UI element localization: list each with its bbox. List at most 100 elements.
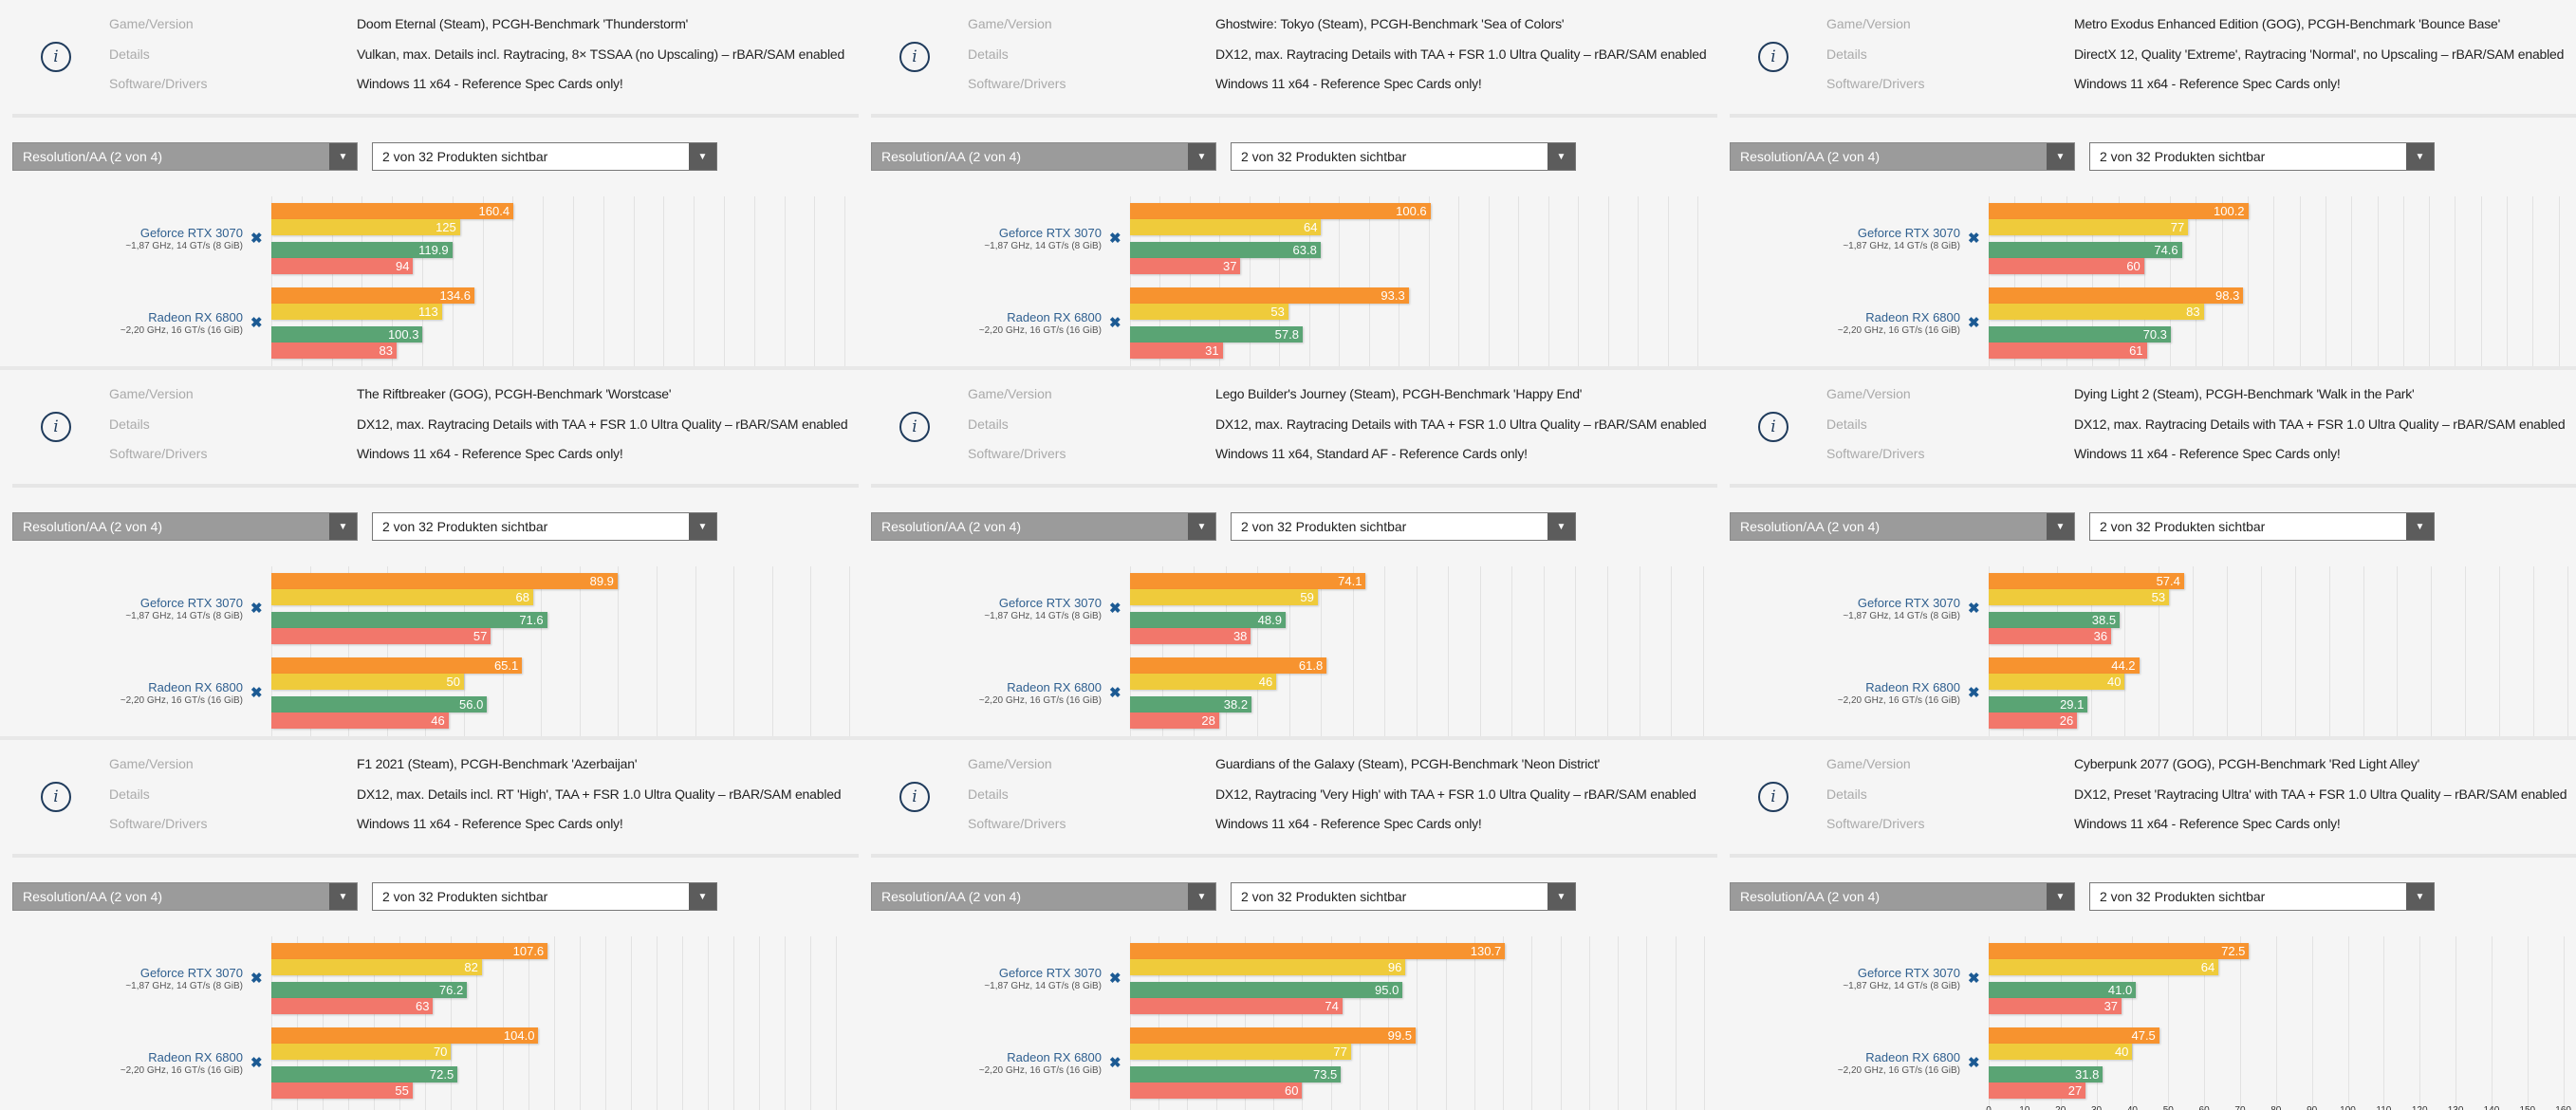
products-dropdown[interactable]: 2 von 32 Produkten sichtbar ▼: [1231, 882, 1576, 911]
gridline: [1279, 196, 1281, 370]
chevron-down-icon[interactable]: ▼: [689, 513, 716, 540]
bar: 96: [1130, 959, 1406, 975]
gpu-name[interactable]: Geforce RTX 3070: [998, 226, 1102, 240]
products-dropdown[interactable]: 2 von 32 Produkten sichtbar ▼: [372, 882, 717, 911]
bar-value-label: 107.6: [512, 944, 545, 958]
gpu-name[interactable]: Radeon RX 6800: [1007, 1050, 1102, 1064]
remove-product-x-icon[interactable]: ✖: [1968, 1055, 1980, 1071]
remove-product-x-icon[interactable]: ✖: [250, 601, 263, 617]
chevron-down-icon[interactable]: ▼: [2047, 513, 2074, 540]
gpu-name[interactable]: Radeon RX 6800: [1007, 310, 1102, 324]
bar-value-label: 48.9: [1257, 613, 1282, 627]
products-dropdown[interactable]: 2 von 32 Produkten sichtbar ▼: [1231, 512, 1576, 541]
gridline: [374, 936, 376, 1110]
resolution-dropdown[interactable]: Resolution/AA (2 von 4) ▼: [12, 882, 358, 911]
gpu-name[interactable]: Radeon RX 6800: [148, 310, 243, 324]
resolution-dropdown-value: Resolution/AA (2 von 4): [1740, 149, 1881, 164]
chevron-down-icon[interactable]: ▼: [329, 513, 357, 540]
divider: [859, 366, 1717, 370]
gridline: [1130, 936, 1131, 1110]
resolution-dropdown[interactable]: Resolution/AA (2 von 4) ▼: [12, 142, 358, 171]
remove-product-x-icon[interactable]: ✖: [1109, 685, 1121, 701]
gridline: [2170, 196, 2172, 370]
gridline: [1330, 936, 1332, 1110]
gpu-name[interactable]: Radeon RX 6800: [1865, 680, 1960, 694]
gridline: [476, 936, 478, 1110]
chevron-down-icon[interactable]: ▼: [329, 143, 357, 170]
software-value: Windows 11 x64 - Reference Spec Cards on…: [1215, 76, 1482, 91]
products-dropdown[interactable]: 2 von 32 Produkten sichtbar ▼: [2089, 882, 2435, 911]
gpu-name[interactable]: Radeon RX 6800: [148, 1050, 243, 1064]
products-dropdown[interactable]: 2 von 32 Produkten sichtbar ▼: [372, 142, 717, 171]
resolution-dropdown[interactable]: Resolution/AA (2 von 4) ▼: [871, 142, 1216, 171]
gpu-name[interactable]: Geforce RTX 3070: [998, 596, 1102, 610]
gpu-name[interactable]: Geforce RTX 3070: [139, 226, 243, 240]
gpu-spec: ~2,20 GHz, 16 GT/s (16 GiB): [1837, 695, 1960, 706]
gpu-name[interactable]: Radeon RX 6800: [1007, 680, 1102, 694]
resolution-dropdown[interactable]: Resolution/AA (2 von 4) ▼: [12, 512, 358, 541]
gridline: [323, 936, 324, 1110]
chevron-down-icon[interactable]: ▼: [1547, 883, 1575, 910]
chevron-down-icon[interactable]: ▼: [2047, 883, 2074, 910]
products-dropdown[interactable]: 2 von 32 Produkten sichtbar ▼: [2089, 512, 2435, 541]
chevron-down-icon[interactable]: ▼: [1188, 513, 1215, 540]
products-dropdown[interactable]: 2 von 32 Produkten sichtbar ▼: [2089, 142, 2435, 171]
info-icon: i: [1758, 782, 1788, 812]
remove-product-x-icon[interactable]: ✖: [250, 315, 263, 331]
remove-product-x-icon[interactable]: ✖: [1968, 315, 1980, 331]
bar: 37: [1130, 258, 1241, 274]
software-label: Software/Drivers: [1826, 76, 1925, 91]
remove-product-x-icon[interactable]: ✖: [1109, 1055, 1121, 1071]
chevron-down-icon[interactable]: ▼: [329, 883, 357, 910]
bar-value-label: 100.3: [387, 327, 419, 342]
gridline: [1244, 936, 1246, 1110]
chevron-down-icon[interactable]: ▼: [2406, 143, 2434, 170]
bar: 40: [1989, 674, 2125, 690]
products-dropdown[interactable]: 2 von 32 Produkten sichtbar ▼: [1231, 142, 1576, 171]
bar: 28: [1130, 712, 1219, 729]
remove-product-x-icon[interactable]: ✖: [250, 231, 263, 247]
gpu-name[interactable]: Radeon RX 6800: [1865, 1050, 1960, 1064]
remove-product-x-icon[interactable]: ✖: [1109, 601, 1121, 617]
chevron-down-icon[interactable]: ▼: [1188, 143, 1215, 170]
remove-product-x-icon[interactable]: ✖: [1968, 601, 1980, 617]
gpu-name[interactable]: Geforce RTX 3070: [139, 966, 243, 980]
chevron-down-icon[interactable]: ▼: [1547, 143, 1575, 170]
remove-product-x-icon[interactable]: ✖: [1109, 971, 1121, 987]
chevron-down-icon[interactable]: ▼: [1188, 883, 1215, 910]
chevron-down-icon[interactable]: ▼: [1547, 513, 1575, 540]
remove-product-x-icon[interactable]: ✖: [250, 971, 263, 987]
software-value: Windows 11 x64 - Reference Spec Cards on…: [357, 76, 623, 91]
bar: 63: [271, 998, 434, 1014]
remove-product-x-icon[interactable]: ✖: [1968, 231, 1980, 247]
remove-product-x-icon[interactable]: ✖: [1968, 685, 1980, 701]
chevron-down-icon[interactable]: ▼: [2406, 513, 2434, 540]
resolution-dropdown[interactable]: Resolution/AA (2 von 4) ▼: [871, 882, 1216, 911]
chevron-down-icon[interactable]: ▼: [2406, 883, 2434, 910]
gpu-name[interactable]: Geforce RTX 3070: [1857, 226, 1960, 240]
gridline: [502, 936, 504, 1110]
gpu-name[interactable]: Geforce RTX 3070: [139, 596, 243, 610]
remove-product-x-icon[interactable]: ✖: [1968, 971, 1980, 987]
gpu-name[interactable]: Radeon RX 6800: [1865, 310, 1960, 324]
software-label: Software/Drivers: [1826, 816, 1925, 831]
remove-product-x-icon[interactable]: ✖: [1109, 315, 1121, 331]
gpu-name[interactable]: Geforce RTX 3070: [1857, 966, 1960, 980]
resolution-dropdown[interactable]: Resolution/AA (2 von 4) ▼: [1730, 882, 2075, 911]
gpu-name[interactable]: Radeon RX 6800: [148, 680, 243, 694]
chevron-down-icon[interactable]: ▼: [2047, 143, 2074, 170]
resolution-dropdown[interactable]: Resolution/AA (2 von 4) ▼: [1730, 512, 2075, 541]
gpu-name[interactable]: Geforce RTX 3070: [1857, 596, 1960, 610]
gridline: [2024, 936, 2026, 1110]
remove-product-x-icon[interactable]: ✖: [250, 1055, 263, 1071]
software-label: Software/Drivers: [1826, 446, 1925, 461]
remove-product-x-icon[interactable]: ✖: [250, 685, 263, 701]
resolution-dropdown[interactable]: Resolution/AA (2 von 4) ▼: [1730, 142, 2075, 171]
resolution-dropdown[interactable]: Resolution/AA (2 von 4) ▼: [871, 512, 1216, 541]
divider: [0, 736, 859, 740]
remove-product-x-icon[interactable]: ✖: [1109, 231, 1121, 247]
chevron-down-icon[interactable]: ▼: [689, 143, 716, 170]
gpu-name[interactable]: Geforce RTX 3070: [998, 966, 1102, 980]
chevron-down-icon[interactable]: ▼: [689, 883, 716, 910]
products-dropdown[interactable]: 2 von 32 Produkten sichtbar ▼: [372, 512, 717, 541]
